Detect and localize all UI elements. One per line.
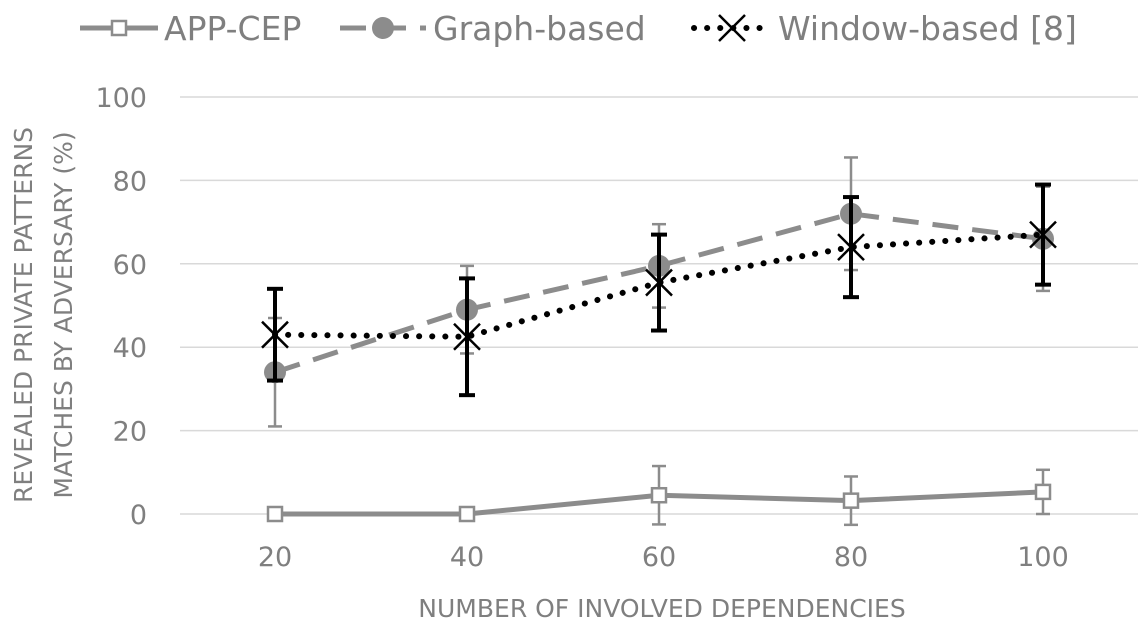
series-0-point-3 (842, 492, 860, 509)
series-0-point-1 (458, 505, 476, 523)
y-tick-label-20: 20 (113, 417, 147, 448)
x-tick-label-60: 60 (642, 542, 676, 573)
series-2-point-4 (1029, 220, 1057, 249)
series-2-point-4-stroke-b (1029, 220, 1057, 249)
x-tick-label-100: 100 (1017, 542, 1069, 573)
y-axis-title-line-2: MATCHES BY ADVERSARY (%) (49, 131, 78, 498)
series-2-point-3 (837, 233, 865, 262)
series-2-point-1 (453, 322, 481, 351)
legend-swatch-marker (110, 19, 128, 37)
series-2-point-0-stroke-b (261, 320, 289, 349)
legend-label: APP-CEP (164, 9, 301, 48)
legend-swatch-marker-stroke-b (718, 14, 746, 42)
legend-item-2: Window-based [8] (691, 9, 1077, 48)
series-0-point-4 (1034, 483, 1052, 501)
legend-swatch-marker (718, 14, 746, 42)
x-axis-ticks: 20 40 60 80 100 (258, 542, 1069, 573)
series-2-point-3-stroke-b (837, 233, 865, 262)
x-tick-label-80: 80 (834, 542, 868, 573)
y-axis-title-line-1: REVEALED PRIVATE PATTERNS (9, 127, 38, 503)
series-2-point-2 (645, 268, 673, 297)
series-2-point-0 (261, 320, 289, 349)
series-0-point-0 (266, 505, 284, 523)
series-2-point-2-stroke-b (645, 268, 673, 297)
series-0-point-2 (650, 486, 668, 504)
legend-swatch-marker (372, 17, 394, 39)
legend: APP-CEP Graph-based Window-based [8] (80, 9, 1077, 48)
series-1-line (274, 211, 1044, 375)
x-tick-label-40: 40 (450, 542, 484, 573)
y-tick-label-80: 80 (113, 166, 147, 197)
y-tick-label-60: 60 (113, 250, 147, 281)
series-2-point-1-stroke-b (453, 322, 481, 351)
legend-item-0: APP-CEP (80, 9, 301, 48)
series-2 (261, 182, 1057, 398)
y-tick-label-100: 100 (95, 83, 147, 114)
y-axis-ticks: 0 20 40 60 80 100 (95, 83, 147, 531)
legend-item-1: Graph-based (340, 9, 646, 48)
legend-label: Graph-based (433, 9, 646, 48)
x-tick-label-20: 20 (258, 542, 292, 573)
grid-lines (180, 96, 1138, 515)
y-tick-label-0: 0 (130, 500, 147, 531)
y-tick-label-40: 40 (113, 333, 147, 364)
series-0 (266, 464, 1052, 527)
series-layer (261, 156, 1057, 527)
legend-label: Window-based [8] (778, 9, 1077, 48)
x-axis-title: NUMBER OF INVOLVED DEPENDENCIES (418, 594, 905, 623)
